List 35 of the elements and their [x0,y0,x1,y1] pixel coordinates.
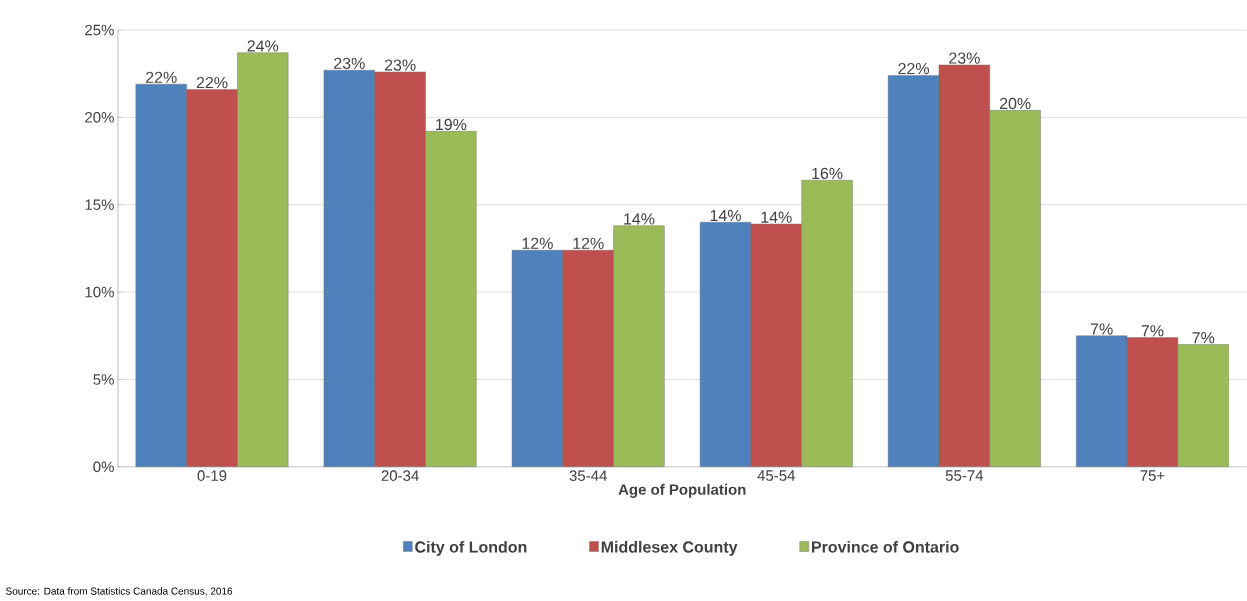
data-label: 20% [999,97,1031,110]
data-label: 22% [196,77,228,89]
data-label: 22% [898,63,930,75]
data-label: 7% [1090,323,1113,335]
y-tick-label: 25% [85,24,114,36]
x-axis-title: Age of Population [618,483,746,498]
legend-label: Province of Ontario [812,541,959,553]
legend-label: Middlesex County [601,541,738,556]
data-label: 12% [573,237,604,250]
data-label: 7% [1141,325,1164,337]
legend-label: City of London [415,541,527,556]
data-label: 23% [949,52,980,64]
data-label: 16% [812,167,843,180]
y-tick-label: 15% [85,199,114,211]
data-label: 12% [522,237,553,250]
x-tick-label: 55-74 [945,470,984,481]
x-tick-label: 35-44 [569,470,607,482]
data-label: 24% [247,40,279,52]
y-tick-label: 20% [85,112,114,123]
data-label: 14% [624,213,655,225]
data-label: 14% [710,209,741,222]
data-label: 22% [146,71,177,84]
x-tick-label: 20-34 [381,470,419,482]
y-tick-label: 10% [85,286,114,298]
y-tick-label: 0% [93,461,114,473]
data-label: 19% [436,118,467,131]
x-tick-label: 75+ [1140,470,1165,481]
data-label: 7% [1192,332,1215,344]
y-tick-label: 5% [93,374,114,385]
data-label: 23% [384,59,416,71]
data-label: 23% [334,57,365,70]
data-label: 14% [761,211,792,223]
x-tick-label: 0-19 [197,470,227,482]
x-tick-label: 45-54 [757,470,796,481]
source-note: Source: Data from Statistics Canada Census, 2016 [5,587,233,596]
